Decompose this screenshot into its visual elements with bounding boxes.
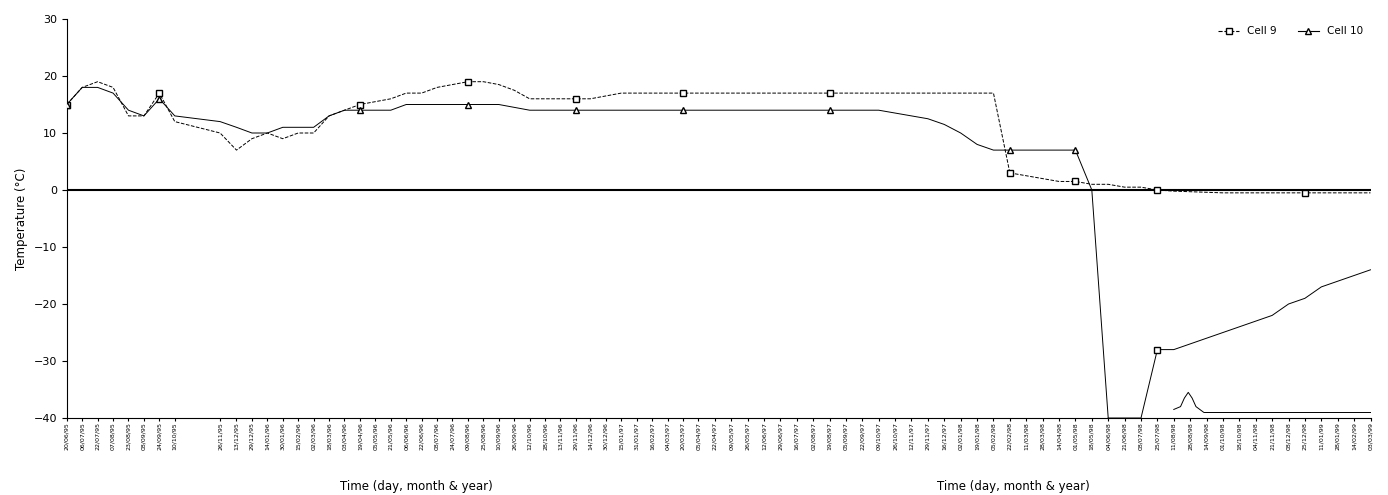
Y-axis label: Temperature (°C): Temperature (°C) xyxy=(15,167,28,270)
Text: Time (day, month & year): Time (day, month & year) xyxy=(937,480,1090,493)
Text: Time (day, month & year): Time (day, month & year) xyxy=(340,480,493,493)
Legend: Cell 9, Cell 10: Cell 9, Cell 10 xyxy=(1214,22,1367,41)
